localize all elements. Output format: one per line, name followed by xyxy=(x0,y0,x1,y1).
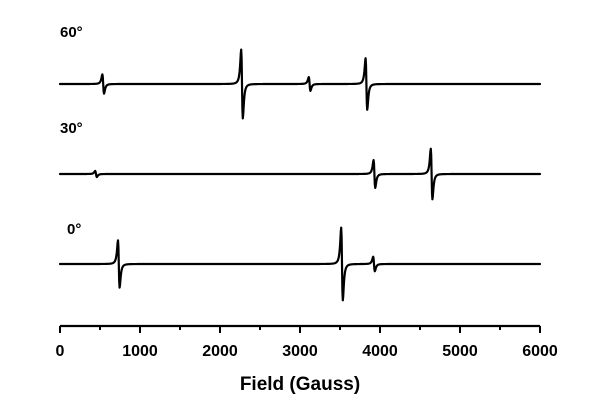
angle-label-0deg: 0° xyxy=(67,221,81,238)
x-tick-label: 0 xyxy=(56,343,65,360)
traces-layer xyxy=(58,48,542,302)
trace-60deg xyxy=(58,48,542,120)
x-tick-label: 3000 xyxy=(282,343,318,360)
x-tick-label: 6000 xyxy=(522,343,558,360)
trace-30deg xyxy=(58,147,542,201)
trace-0deg xyxy=(58,226,542,302)
x-axis-title: Field (Gauss) xyxy=(240,374,360,395)
x-tick-label: 1000 xyxy=(122,343,158,360)
x-tick-label: 4000 xyxy=(362,343,398,360)
angle-label-60deg: 60° xyxy=(60,24,83,41)
angle-labels-layer: 60° 30° 0° xyxy=(60,24,83,238)
x-tick-label: 5000 xyxy=(442,343,478,360)
x-axis: 0 1000 2000 3000 4000 5000 6000 xyxy=(56,324,558,360)
x-tick-label: 2000 xyxy=(202,343,238,360)
angle-label-30deg: 30° xyxy=(60,120,83,137)
